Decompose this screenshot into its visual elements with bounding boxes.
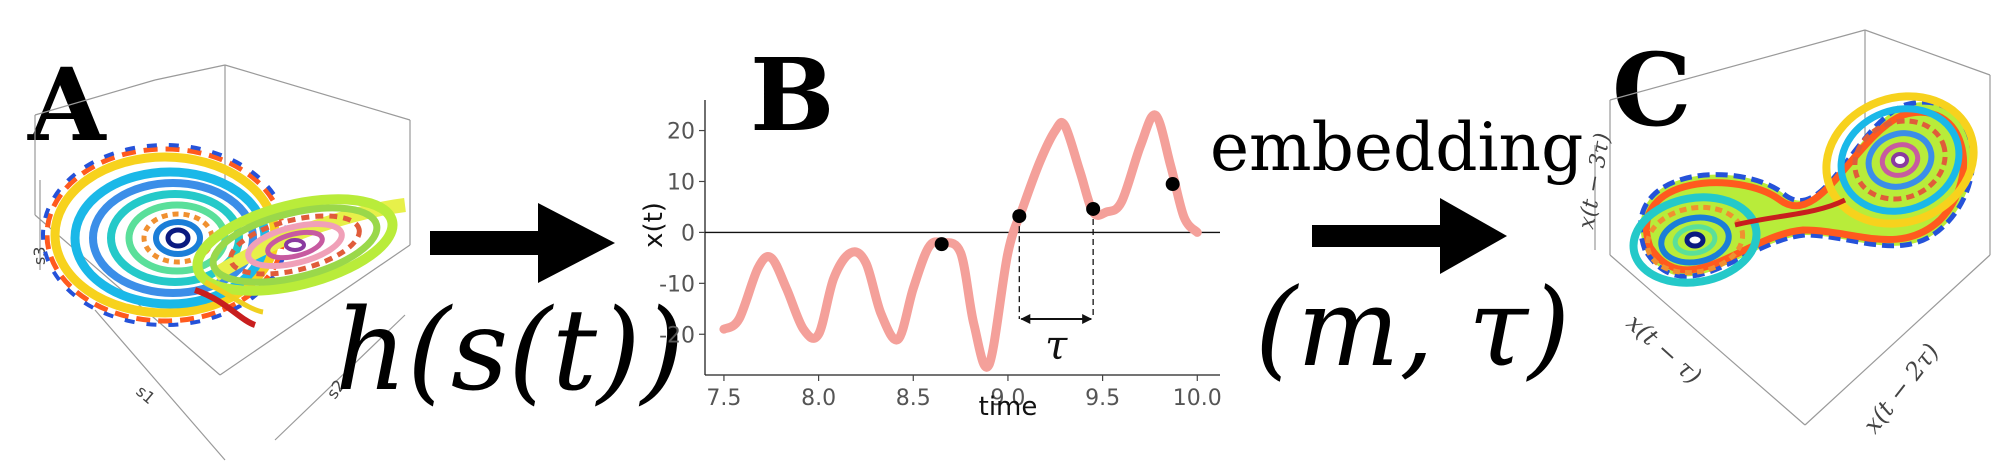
y-tick-label: -20 xyxy=(659,323,695,348)
data-point xyxy=(1165,177,1180,192)
data-point xyxy=(934,237,949,252)
y-axis-label: x(t) xyxy=(639,202,669,248)
x-tick-label: 9.5 xyxy=(1085,386,1120,411)
panel-c-axis-xtau: x(t − τ) xyxy=(1621,309,1707,390)
x-tick-label: 10.0 xyxy=(1173,386,1222,411)
panel-c-attractor: x(t − 3τ) x(t − τ) x(t − 2τ) xyxy=(1574,29,1991,439)
y-tick-label: 0 xyxy=(681,221,695,246)
panel-a-box xyxy=(34,64,411,461)
x-axis-label: time xyxy=(979,392,1038,422)
chart-marks: τ xyxy=(705,110,1220,372)
arrow-right-2 xyxy=(1312,198,1507,274)
data-point xyxy=(1086,201,1101,216)
tau-label: τ xyxy=(1045,323,1068,369)
time-series-chart: 7.5 8.0 8.5 9.0 9.5 10.0 20 10 0 -10 -20 τ time x(… xyxy=(639,100,1222,422)
panel-c-orbits xyxy=(1629,92,1978,287)
panel-letter-c: C xyxy=(1612,31,1692,149)
arrow-right-1 xyxy=(430,203,615,283)
panel-letter-b: B xyxy=(750,36,835,154)
embedding-params: (m, τ) xyxy=(1255,266,1571,391)
x-tick-label: 8.0 xyxy=(801,386,836,411)
panel-letter-a: A xyxy=(28,46,106,164)
chart-axes: 7.5 8.0 8.5 9.0 9.5 10.0 20 10 0 -10 -20 xyxy=(659,100,1222,411)
y-tick-label: 20 xyxy=(667,120,695,145)
left-arrow-label: h(s(t)) xyxy=(335,286,685,416)
y-tick-label: 10 xyxy=(667,170,695,195)
panel-a-axis-s1: s1 xyxy=(132,382,158,408)
panel-a-axis-s3: s3 xyxy=(30,246,49,265)
series-line xyxy=(719,110,1202,372)
x-tick-label: 9.0 xyxy=(990,386,1025,411)
panel-a-attractor: s3 s1 s2 xyxy=(30,64,411,461)
panel-a-orbits xyxy=(41,143,406,328)
x-tick-label: 8.5 xyxy=(896,386,931,411)
data-point xyxy=(1012,209,1027,224)
tau-arrowhead-right xyxy=(1082,313,1093,324)
embedding-label: embedding xyxy=(1210,109,1584,186)
tau-arrowhead-left xyxy=(1020,313,1031,324)
x-tick-label: 7.5 xyxy=(706,386,741,411)
y-tick-label: -10 xyxy=(659,272,695,297)
panel-c-axis-x2tau: x(t − 2τ) xyxy=(1858,338,1945,439)
